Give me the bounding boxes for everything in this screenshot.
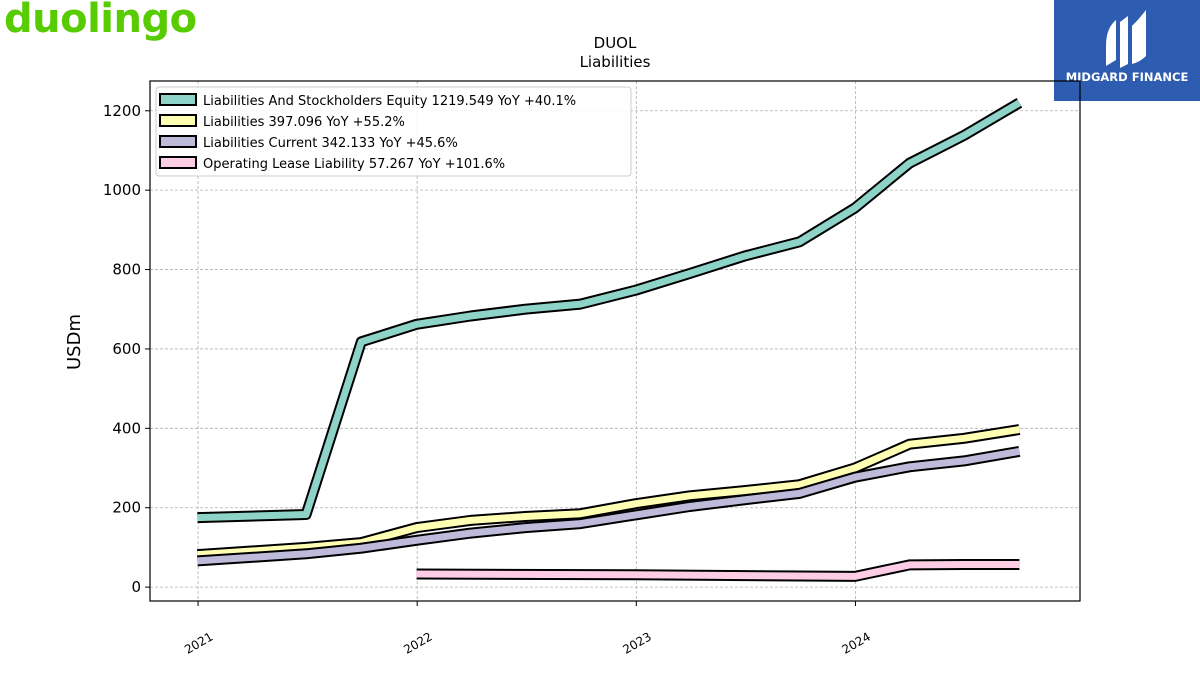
chart-subtitle: Liabilities	[580, 53, 651, 71]
midgard-emblem-icon	[1106, 10, 1146, 68]
series-line	[197, 447, 1020, 565]
legend-swatch	[159, 114, 197, 127]
midgard-finance-logo: MIDGARD FINANCE	[1054, 0, 1200, 101]
series-line	[197, 426, 1020, 559]
duolingo-logo: duolingo	[4, 0, 197, 42]
legend-swatch	[159, 93, 197, 106]
x-tick-label: 2024	[840, 629, 873, 656]
legend-entry: Operating Lease Liability 57.267 YoY +10…	[203, 157, 505, 172]
y-tick-label: 400	[112, 419, 141, 437]
x-tick-label: 2022	[401, 629, 434, 656]
y-tick-label: 200	[112, 499, 141, 517]
legend-entry: Liabilities Current 342.133 YoY +45.6%	[203, 136, 458, 151]
series-liabilities-current	[197, 445, 1021, 567]
x-tick-label: 2023	[620, 629, 653, 656]
legend-entry: Liabilities 397.096 YoY +55.2%	[203, 115, 405, 130]
series-line	[416, 561, 1020, 580]
y-tick-label: 600	[112, 340, 141, 358]
series-line	[197, 99, 1022, 522]
y-tick-label: 800	[112, 261, 141, 279]
sponsor-name: MIDGARD FINANCE	[1065, 70, 1189, 84]
series-lines	[197, 98, 1023, 582]
series-liabilities	[197, 424, 1021, 561]
series-operating-lease-liability	[416, 559, 1020, 582]
legend-swatch	[159, 135, 197, 148]
x-tick-label: 2021	[182, 629, 215, 656]
legend-entry: Liabilities And Stockholders Equity 1219…	[203, 94, 576, 109]
series-liabilities-and-stockholders-equity	[197, 98, 1023, 524]
y-axis: 0 200 400 600 800 1000 1200	[103, 102, 150, 596]
y-tick-label: 1200	[103, 102, 141, 120]
chart-title: DUOL	[594, 34, 637, 52]
plot-frame	[149, 80, 1081, 602]
legend-box	[155, 86, 632, 177]
y-axis-label: USDm	[64, 314, 85, 370]
y-tick-label: 1000	[103, 181, 141, 199]
x-axis: 2021 2022 2023 2024	[182, 601, 873, 657]
legend-swatch	[159, 156, 197, 169]
legend: Liabilities And Stockholders Equity 1219…	[155, 86, 632, 177]
y-tick-label: 0	[131, 578, 141, 596]
